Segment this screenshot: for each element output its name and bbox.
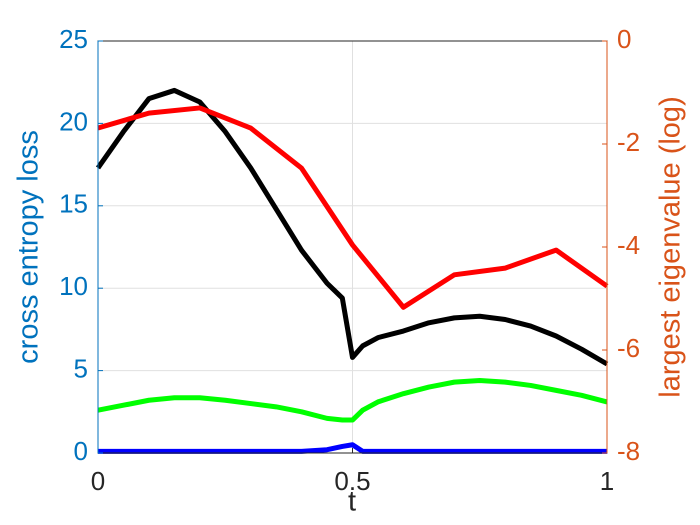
y2-tick-label: 0	[617, 24, 631, 54]
y-tick-label: 0	[74, 436, 88, 466]
y-tick-label: 5	[74, 353, 88, 383]
x-tick-label: 0	[91, 466, 105, 496]
x-tick-label: 1	[600, 466, 614, 496]
series-line	[95, 87, 609, 367]
y2-tick-label: -2	[617, 127, 640, 157]
series-line	[97, 105, 609, 310]
y-tick-label: 25	[59, 24, 88, 54]
y-axis-label: cross entropy loss	[13, 130, 45, 364]
y-tick-label: 15	[59, 189, 88, 219]
y2-tick-label: -8	[617, 436, 640, 466]
y2-tick-label: -6	[617, 333, 640, 363]
y2-axis-label: largest eigenvalue (log)	[655, 96, 687, 397]
series-line	[98, 442, 607, 454]
series-line	[97, 377, 608, 423]
y-tick-label: 20	[59, 106, 88, 136]
y-tick-label: 10	[59, 271, 88, 301]
x-axis-label: t	[348, 486, 356, 518]
y2-tick-label: -4	[617, 230, 640, 260]
x-tick-label: 0.5	[334, 466, 370, 496]
